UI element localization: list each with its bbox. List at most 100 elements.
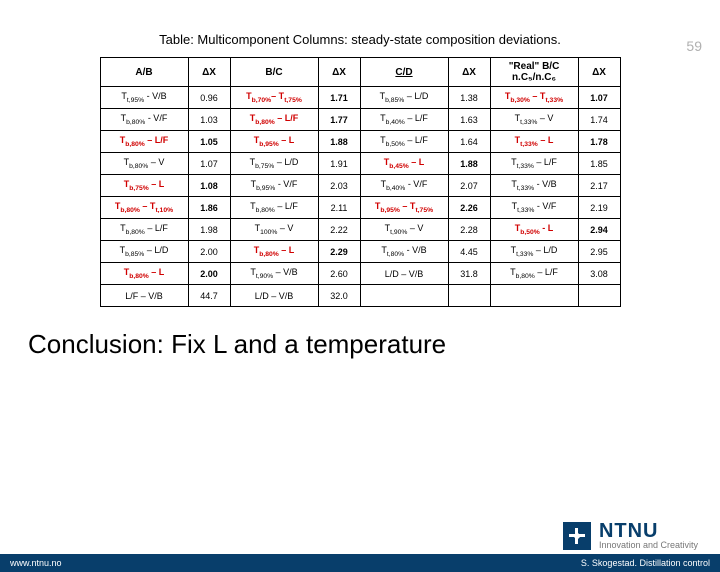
table-cell: Tt,33% – L/F (490, 153, 578, 175)
table-cell: 2.29 (318, 241, 360, 263)
table-cell: 2.03 (318, 175, 360, 197)
table-row: Tt,95% - V/B0.96Tb,70%– Tt,75%1.71Tb,85%… (100, 87, 620, 109)
table-cell: Tb,50% – L/F (360, 131, 448, 153)
table-row: Tb,85% – L/D2.00Tb,80% – L2.29Tt,80% - V… (100, 241, 620, 263)
table-cell: Tb,80% – V (100, 153, 188, 175)
table-cell: 32.0 (318, 285, 360, 307)
page-number: 59 (686, 38, 702, 54)
table-cell: 1.07 (188, 153, 230, 175)
footer-credit: S. Skogestad. Distillation control (581, 558, 710, 568)
table-cell: 1.03 (188, 109, 230, 131)
table-cell: Tb,40% - V/F (360, 175, 448, 197)
ntnu-tagline: Innovation and Creativity (599, 541, 698, 550)
table-cell: Tb,80% – Tt,10% (100, 197, 188, 219)
footer-bar: www.ntnu.no S. Skogestad. Distillation c… (0, 554, 720, 572)
table-cell: 2.00 (188, 241, 230, 263)
header-cd: C/D (360, 58, 448, 87)
conclusion-text: Conclusion: Fix L and a temperature (28, 329, 720, 360)
table-cell: Tb,80% – L/F (100, 131, 188, 153)
table-cell: Tb,75% – L/D (230, 153, 318, 175)
table-cell: Tb,70%– Tt,75% (230, 87, 318, 109)
table-cell: Tb,80% – L (100, 263, 188, 285)
table-cell: Tt,90% – V (360, 219, 448, 241)
table-row: Tb,80% – Tt,10%1.86Tb,80% – L/F2.11Tb,95… (100, 197, 620, 219)
table-cell: 1.85 (578, 153, 620, 175)
header-dx1: ΔX (188, 58, 230, 87)
table-cell: 2.07 (448, 175, 490, 197)
table-cell (578, 285, 620, 307)
table-cell: 3.08 (578, 263, 620, 285)
table-cell: 2.00 (188, 263, 230, 285)
table-cell: Tb,80% – L/F (230, 109, 318, 131)
table-cell: 1.88 (318, 131, 360, 153)
table-cell: 31.8 (448, 263, 490, 285)
table-cell: Tb,45% – L (360, 153, 448, 175)
table-cell: 1.63 (448, 109, 490, 131)
table-cell: 1.08 (188, 175, 230, 197)
table-cell: 4.45 (448, 241, 490, 263)
table-cell: Tb,50% - L (490, 219, 578, 241)
table-cell: Tb,95% - V/F (230, 175, 318, 197)
table-row: L/F – V/B44.7L/D – V/B32.0 (100, 285, 620, 307)
table-cell: 1.98 (188, 219, 230, 241)
table-cell: Tt,33% - V/B (490, 175, 578, 197)
table-header-row: A/B ΔX B/C ΔX C/D ΔX "Real" B/C n.C₅/n.C… (100, 58, 620, 87)
table-cell: 2.19 (578, 197, 620, 219)
table-cell: Tt,80% - V/B (360, 241, 448, 263)
table-cell: Tb,75% – L (100, 175, 188, 197)
table-cell: 2.60 (318, 263, 360, 285)
table-cell: T100% – V (230, 219, 318, 241)
ntnu-name: NTNU (599, 521, 698, 541)
table-cell: Tt,33% – L/D (490, 241, 578, 263)
table-cell: 2.28 (448, 219, 490, 241)
table-cell: Tb,95% – Tt,75% (360, 197, 448, 219)
table-cell: 2.94 (578, 219, 620, 241)
table-cell (490, 285, 578, 307)
table-cell: 2.11 (318, 197, 360, 219)
table-cell: 2.17 (578, 175, 620, 197)
table-cell: 2.26 (448, 197, 490, 219)
table-cell: Tb,80% - V/F (100, 109, 188, 131)
table-cell: Tb,80% – L/F (490, 263, 578, 285)
table-caption: Table: Multicomponent Columns: steady-st… (0, 32, 720, 47)
table-cell: Tb,40% – L/F (360, 109, 448, 131)
table-cell: 1.86 (188, 197, 230, 219)
table-cell (448, 285, 490, 307)
table-cell: Tt,33% – L (490, 131, 578, 153)
table-cell: Tb,85% – L/D (100, 241, 188, 263)
table-cell: 1.38 (448, 87, 490, 109)
table-cell (360, 285, 448, 307)
header-bc: B/C (230, 58, 318, 87)
table-row: Tb,80% – L2.00Tt,90% – V/B2.60L/D – V/B3… (100, 263, 620, 285)
ntnu-logo-icon (563, 522, 591, 550)
table-cell: Tb,80% – L/F (100, 219, 188, 241)
table-cell: 1.07 (578, 87, 620, 109)
table-cell: 44.7 (188, 285, 230, 307)
table-row: Tb,80% – V1.07Tb,75% – L/D1.91Tb,45% – L… (100, 153, 620, 175)
ntnu-text: NTNU Innovation and Creativity (599, 521, 698, 550)
table-cell: Tt,95% - V/B (100, 87, 188, 109)
table-cell: Tt,90% – V/B (230, 263, 318, 285)
table-cell: Tt,33% - V/F (490, 197, 578, 219)
table-cell: 1.77 (318, 109, 360, 131)
table-cell: 1.71 (318, 87, 360, 109)
header-dx4: ΔX (578, 58, 620, 87)
table-row: Tb,75% – L1.08Tb,95% - V/F2.03Tb,40% - V… (100, 175, 620, 197)
deviation-table: A/B ΔX B/C ΔX C/D ΔX "Real" B/C n.C₅/n.C… (100, 57, 621, 307)
table-cell: 0.96 (188, 87, 230, 109)
header-dx3: ΔX (448, 58, 490, 87)
table-cell: 1.91 (318, 153, 360, 175)
table-cell: 2.22 (318, 219, 360, 241)
table-cell: Tb,95% – L (230, 131, 318, 153)
table-row: Tb,80% - V/F1.03Tb,80% – L/F1.77Tb,40% –… (100, 109, 620, 131)
table-cell: 1.05 (188, 131, 230, 153)
table-cell: Tb,80% – L (230, 241, 318, 263)
header-ab: A/B (100, 58, 188, 87)
table-cell: Tb,80% – L/F (230, 197, 318, 219)
header-dx2: ΔX (318, 58, 360, 87)
table-cell: L/D – V/B (360, 263, 448, 285)
table-cell: 1.78 (578, 131, 620, 153)
table-cell: L/D – V/B (230, 285, 318, 307)
table-cell: Tt,33% – V (490, 109, 578, 131)
ntnu-branding: NTNU Innovation and Creativity (563, 521, 698, 550)
